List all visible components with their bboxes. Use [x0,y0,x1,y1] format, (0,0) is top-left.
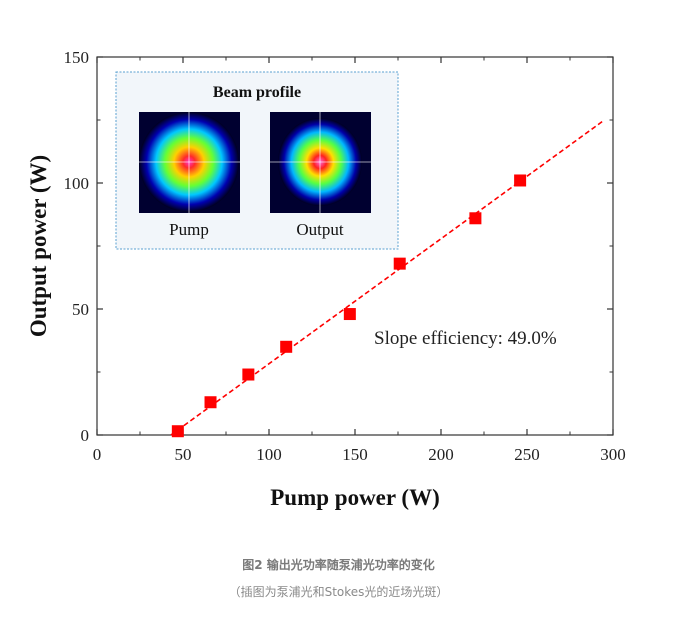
pump-label: Pump [169,220,209,239]
y-axis: 0 50 100 150 [64,48,613,445]
x-axis: 0 50 100 150 200 250 300 [93,57,626,464]
x-tick-label: 50 [175,445,192,464]
y-axis-label: Output power (W) [26,155,51,337]
data-points [171,174,527,438]
x-axis-label: Pump power (W) [270,485,440,510]
x-tick-label: 0 [93,445,102,464]
chart: 0 50 100 150 0 50 100 150 200 250 300 Output powe… [26,48,626,510]
data-point [280,340,293,353]
x-tick-label: 200 [428,445,454,464]
output-label: Output [296,220,344,239]
figure-caption-subtitle: （插图为泵浦光和Stokes光的近场光斑） [228,585,449,599]
beam-profile-inset: Beam profile Pump Output [115,71,399,250]
linear-fit-line [170,119,605,436]
data-point [514,174,527,187]
figure-caption-title: 图2 输出光功率随泵浦光功率的变化 [242,558,435,572]
fit-line-group [170,119,605,436]
data-point [469,212,482,225]
y-tick-label: 0 [81,426,90,445]
y-tick-label: 50 [72,300,89,319]
x-tick-label: 250 [514,445,540,464]
data-point [204,396,217,409]
slope-annotation: Slope efficiency: 49.0% [374,328,557,349]
x-tick-label: 150 [342,445,368,464]
y-tick-label: 150 [64,48,90,67]
y-tick-label: 100 [64,174,90,193]
data-point [393,257,406,270]
inset-title: Beam profile [213,84,301,101]
x-tick-label: 300 [600,445,626,464]
data-point [242,368,255,381]
x-tick-label: 100 [256,445,282,464]
data-point [343,308,356,321]
data-point [171,425,184,438]
